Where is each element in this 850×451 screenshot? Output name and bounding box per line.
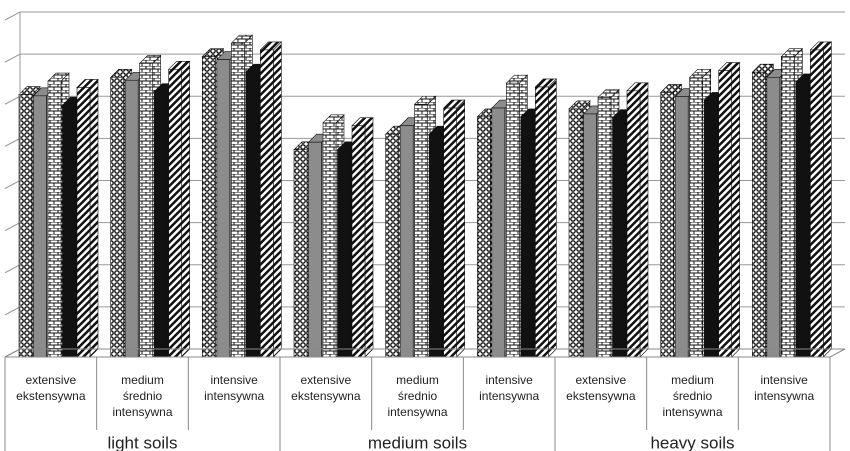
x-tick-label: intensywna	[754, 389, 814, 403]
x-tick-label: intensive	[485, 373, 533, 387]
bar-front	[660, 92, 674, 358]
x-tick-label: intensive	[210, 373, 258, 387]
bar	[259, 41, 283, 358]
bar-front	[293, 149, 308, 358]
bar	[717, 61, 741, 358]
bar-front	[568, 108, 583, 358]
x-tick-label: średnio	[398, 389, 438, 403]
bar-front	[153, 91, 168, 358]
bar-front	[781, 56, 795, 358]
bar-front	[124, 79, 139, 358]
bar-side	[548, 78, 557, 358]
x-tick-label: medium	[121, 373, 164, 387]
bar-front	[689, 76, 703, 358]
bar-front	[752, 71, 766, 358]
bar-front	[62, 104, 76, 358]
bar-front	[428, 133, 443, 358]
x-tick-label: intensive	[760, 373, 808, 387]
bar-front	[477, 116, 491, 358]
group-label: heavy soils	[650, 433, 734, 451]
bar-front	[47, 80, 62, 358]
bar-front	[385, 133, 399, 358]
x-tick-label: średnio	[673, 389, 713, 403]
bar	[442, 99, 466, 358]
x-tick-label: intensywna	[387, 405, 447, 419]
bar-side	[89, 78, 99, 358]
bar-front	[260, 49, 274, 358]
bar-front	[110, 76, 124, 358]
x-tick-label: ekstensywna	[566, 389, 636, 403]
bar-front	[674, 96, 689, 358]
x-tick-label: intensywna	[204, 389, 264, 403]
x-tick-label: intensywna	[112, 405, 172, 419]
bar-front	[718, 70, 732, 358]
bar-front	[597, 97, 612, 358]
bar-front	[520, 116, 535, 358]
bar-front	[139, 63, 153, 358]
bar-front	[216, 59, 231, 358]
bar-front	[414, 103, 428, 358]
bar-side	[181, 60, 190, 358]
bars	[18, 34, 833, 358]
bar-front	[491, 107, 506, 358]
bar-front	[76, 87, 91, 358]
bar-front	[583, 113, 597, 358]
bar	[809, 41, 833, 358]
x-tick-label: medium	[671, 373, 714, 387]
x-tick-label: intensywna	[662, 405, 722, 419]
grid-line	[4, 11, 845, 21]
bar	[351, 117, 374, 358]
bar-front	[337, 149, 351, 358]
bar-side	[273, 41, 282, 358]
bar-front	[202, 56, 216, 358]
bar-front	[33, 95, 47, 358]
x-tick-label: extensive	[25, 373, 76, 387]
bar-front	[18, 94, 33, 358]
bar-front	[399, 125, 414, 358]
bar-front	[245, 71, 260, 358]
bar-front	[612, 117, 626, 358]
grid-line	[4, 53, 845, 63]
bar-front	[626, 90, 641, 358]
x-tick-label: intensywna	[479, 389, 539, 403]
axis: extensive ekstensywna medium średnio intensy…	[4, 12, 846, 451]
bar-side	[639, 82, 649, 358]
bar-side	[823, 41, 832, 358]
bar-front	[703, 100, 718, 358]
bar-front	[766, 76, 781, 358]
bar-side	[456, 99, 465, 358]
bar-side	[364, 117, 374, 358]
bar-front	[308, 141, 322, 358]
bar-side	[731, 61, 740, 358]
group-label: light soils	[108, 433, 178, 451]
bar-front	[810, 49, 824, 358]
x-tick-label: ekstensywna	[291, 389, 361, 403]
bar	[76, 78, 99, 358]
bar	[167, 60, 191, 358]
bar-front	[506, 82, 520, 358]
bar-front	[351, 125, 366, 358]
bar	[534, 78, 558, 358]
x-tick-label: ekstensywna	[16, 389, 86, 403]
group-label: medium soils	[368, 433, 467, 451]
x-tick-label: średnio	[123, 389, 163, 403]
bar-front	[795, 81, 810, 358]
bar-front	[322, 122, 337, 358]
bar	[626, 82, 649, 358]
bar-front	[443, 107, 457, 358]
x-tick-label: extensive	[300, 373, 351, 387]
bar-front	[535, 86, 549, 358]
x-tick-label: extensive	[575, 373, 626, 387]
bar-front	[168, 68, 182, 358]
bar-front	[231, 42, 245, 358]
x-tick-label: medium	[396, 373, 439, 387]
